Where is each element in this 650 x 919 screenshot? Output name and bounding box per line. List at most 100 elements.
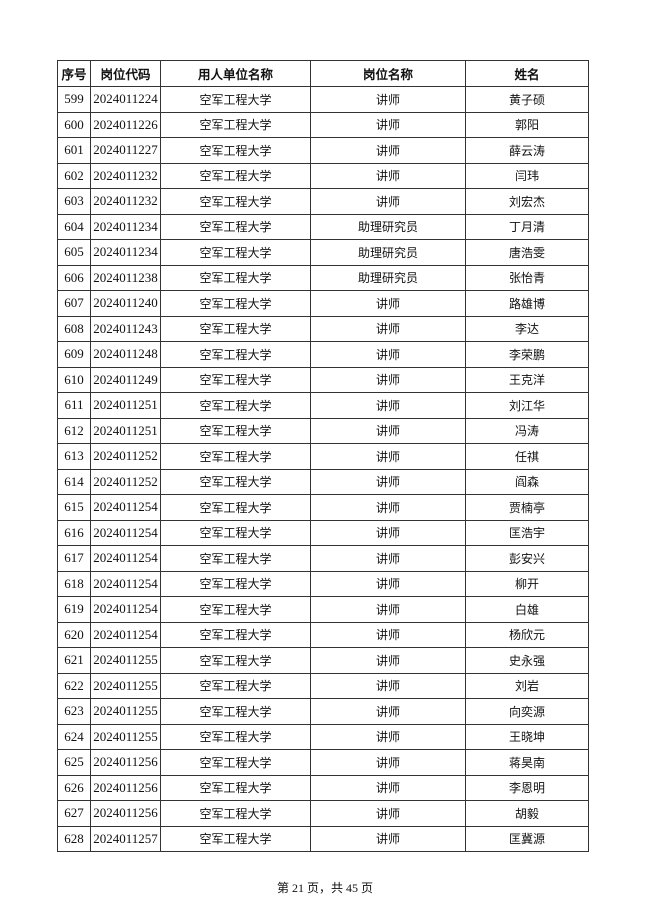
- cell-index: 615: [57, 494, 91, 521]
- table-row: 601 2024011227 空军工程大学 讲师 薛云涛: [57, 137, 589, 164]
- cell-name: 张怡青: [465, 264, 589, 291]
- cell-position-name: 讲师: [310, 494, 466, 521]
- cell-position-name: 讲师: [310, 468, 466, 495]
- cell-index: 622: [57, 672, 91, 699]
- cell-position-name: 助理研究员: [310, 213, 466, 240]
- table-row: 606 2024011238 空军工程大学 助理研究员 张怡青: [57, 264, 589, 291]
- table-row: 627 2024011256 空军工程大学 讲师 胡毅: [57, 800, 589, 827]
- cell-position-name: 讲师: [310, 137, 466, 164]
- cell-position-name: 讲师: [310, 698, 466, 725]
- cell-position-code: 2024011251: [90, 392, 161, 419]
- cell-employer: 空军工程大学: [160, 264, 311, 291]
- cell-index: 619: [57, 596, 91, 623]
- cell-employer: 空军工程大学: [160, 519, 311, 546]
- cell-name: 王晓坤: [465, 723, 589, 750]
- cell-employer: 空军工程大学: [160, 749, 311, 776]
- cell-position-name: 讲师: [310, 647, 466, 674]
- cell-position-code: 2024011226: [90, 111, 161, 138]
- cell-index: 627: [57, 800, 91, 827]
- cell-position-code: 2024011234: [90, 239, 161, 266]
- cell-name: 刘宏杰: [465, 188, 589, 215]
- cell-index: 625: [57, 749, 91, 776]
- cell-position-name: 讲师: [310, 545, 466, 572]
- cell-position-code: 2024011256: [90, 749, 161, 776]
- cell-name: 柳开: [465, 570, 589, 597]
- cell-position-code: 2024011249: [90, 366, 161, 393]
- table-row: 600 2024011226 空军工程大学 讲师 郭阳: [57, 111, 589, 138]
- table-row: 626 2024011256 空军工程大学 讲师 李恩明: [57, 774, 589, 801]
- cell-name: 贾楠亭: [465, 494, 589, 521]
- cell-position-code: 2024011254: [90, 621, 161, 648]
- cell-position-code: 2024011251: [90, 417, 161, 444]
- cell-employer: 空军工程大学: [160, 800, 311, 827]
- cell-position-name: 讲师: [310, 774, 466, 801]
- cell-index: 616: [57, 519, 91, 546]
- cell-index: 610: [57, 366, 91, 393]
- cell-employer: 空军工程大学: [160, 392, 311, 419]
- cell-name: 路雄博: [465, 290, 589, 317]
- header-index: 序号: [57, 60, 91, 87]
- cell-employer: 空军工程大学: [160, 621, 311, 648]
- cell-name: 杨欣元: [465, 621, 589, 648]
- cell-index: 604: [57, 213, 91, 240]
- cell-position-name: 讲师: [310, 111, 466, 138]
- cell-position-name: 助理研究员: [310, 264, 466, 291]
- table-row: 621 2024011255 空军工程大学 讲师 史永强: [57, 647, 589, 674]
- cell-position-name: 讲师: [310, 519, 466, 546]
- table-row: 615 2024011254 空军工程大学 讲师 贾楠亭: [57, 494, 589, 521]
- header-name: 姓名: [465, 60, 589, 87]
- cell-index: 612: [57, 417, 91, 444]
- cell-index: 602: [57, 162, 91, 189]
- cell-employer: 空军工程大学: [160, 366, 311, 393]
- cell-name: 白雄: [465, 596, 589, 623]
- table-row: 625 2024011256 空军工程大学 讲师 蒋昊南: [57, 749, 589, 776]
- table-row: 605 2024011234 空军工程大学 助理研究员 唐浩雯: [57, 239, 589, 266]
- cell-index: 620: [57, 621, 91, 648]
- results-table: 序号 岗位代码 用人单位名称 岗位名称 姓名 599 2024011224 空军工程…: [57, 60, 589, 852]
- header-position-code: 岗位代码: [90, 60, 161, 87]
- cell-position-name: 讲师: [310, 825, 466, 852]
- table-row: 613 2024011252 空军工程大学 讲师 任祺: [57, 443, 589, 470]
- cell-position-name: 讲师: [310, 570, 466, 597]
- cell-index: 601: [57, 137, 91, 164]
- table-row: 599 2024011224 空军工程大学 讲师 黄子硕: [57, 86, 589, 113]
- table-row: 612 2024011251 空军工程大学 讲师 冯涛: [57, 417, 589, 444]
- cell-employer: 空军工程大学: [160, 86, 311, 113]
- cell-employer: 空军工程大学: [160, 111, 311, 138]
- table-row: 611 2024011251 空军工程大学 讲师 刘江华: [57, 392, 589, 419]
- cell-name: 冯涛: [465, 417, 589, 444]
- cell-employer: 空军工程大学: [160, 647, 311, 674]
- cell-index: 626: [57, 774, 91, 801]
- cell-position-code: 2024011238: [90, 264, 161, 291]
- cell-employer: 空军工程大学: [160, 290, 311, 317]
- cell-employer: 空军工程大学: [160, 825, 311, 852]
- cell-position-name: 讲师: [310, 162, 466, 189]
- cell-employer: 空军工程大学: [160, 596, 311, 623]
- cell-index: 599: [57, 86, 91, 113]
- cell-position-code: 2024011255: [90, 723, 161, 750]
- table-row: 604 2024011234 空军工程大学 助理研究员 丁月清: [57, 213, 589, 240]
- cell-position-name: 讲师: [310, 188, 466, 215]
- table-row: 618 2024011254 空军工程大学 讲师 柳开: [57, 570, 589, 597]
- cell-name: 唐浩雯: [465, 239, 589, 266]
- cell-name: 向奕源: [465, 698, 589, 725]
- cell-position-name: 讲师: [310, 290, 466, 317]
- cell-position-name: 讲师: [310, 315, 466, 342]
- cell-employer: 空军工程大学: [160, 137, 311, 164]
- cell-name: 史永强: [465, 647, 589, 674]
- cell-index: 605: [57, 239, 91, 266]
- cell-index: 618: [57, 570, 91, 597]
- cell-position-code: 2024011240: [90, 290, 161, 317]
- cell-name: 匡浩宇: [465, 519, 589, 546]
- cell-position-name: 讲师: [310, 443, 466, 470]
- page-footer: 第 21 页，共 45 页: [276, 881, 373, 895]
- cell-position-name: 助理研究员: [310, 239, 466, 266]
- cell-position-name: 讲师: [310, 341, 466, 368]
- cell-index: 614: [57, 468, 91, 495]
- cell-position-code: 2024011256: [90, 800, 161, 827]
- cell-employer: 空军工程大学: [160, 417, 311, 444]
- cell-position-code: 2024011248: [90, 341, 161, 368]
- cell-position-name: 讲师: [310, 672, 466, 699]
- cell-employer: 空军工程大学: [160, 672, 311, 699]
- cell-position-code: 2024011252: [90, 443, 161, 470]
